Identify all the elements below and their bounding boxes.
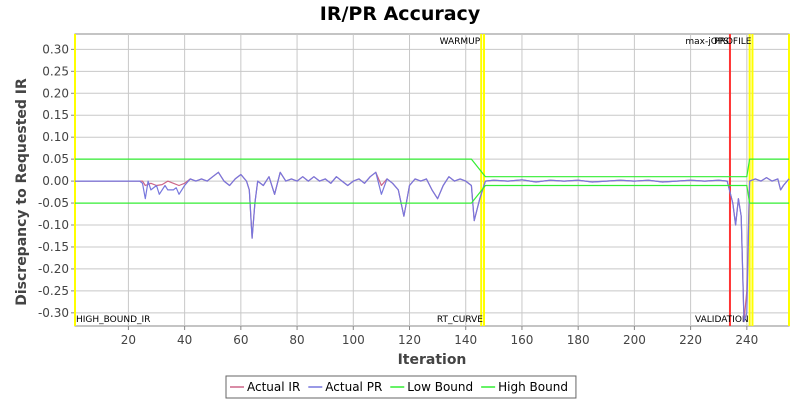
legend-label: Low Bound	[407, 380, 473, 394]
marker-label: HIGH_BOUND_IR	[76, 315, 150, 325]
series-line	[75, 171, 790, 323]
legend-label: High Bound	[498, 380, 568, 394]
x-tick-label: 80	[289, 333, 304, 347]
marker-label: WARMUP	[440, 37, 481, 47]
marker-label: VALIDATION	[695, 315, 749, 325]
x-tick-label: 180	[567, 333, 590, 347]
y-axis-ticks: 0.30 0.25 0.20 0.15 0.10 0.05 0.00 -0.05 -0.10 -0…	[38, 42, 75, 320]
x-tick-label: 140	[454, 333, 477, 347]
y-tick-label: 0.20	[42, 86, 69, 100]
y-tick-label: 0.25	[42, 64, 69, 78]
x-axis-title: Iteration	[398, 352, 467, 368]
marker-label: PROFILE	[714, 37, 752, 47]
y-tick-label: -0.05	[38, 196, 69, 210]
plot-area	[74, 33, 790, 327]
x-tick-label: 220	[679, 333, 702, 347]
markers: HIGH_BOUND_IR WARMUP RT_CURVE max-jOPS VALID…	[74, 34, 790, 326]
x-tick-label: 160	[510, 333, 533, 347]
y-tick-label: -0.25	[38, 284, 69, 298]
x-tick-label: 200	[623, 333, 646, 347]
x-tick-label: 60	[233, 333, 248, 347]
x-axis-ticks: 20 40 60 80 100 120 140 160 180 200 220 240	[121, 326, 758, 347]
y-tick-label: 0.00	[42, 174, 69, 188]
y-axis-title: Discrepancy to Requested IR	[14, 78, 30, 306]
x-tick-label: 20	[121, 333, 136, 347]
x-tick-label: 40	[177, 333, 192, 347]
series	[75, 158, 790, 323]
legend-label: Actual IR	[247, 380, 300, 394]
y-tick-label: -0.30	[38, 306, 69, 320]
y-tick-label: -0.10	[38, 218, 69, 232]
marker-label: max-jOPS	[685, 37, 729, 47]
y-tick-label: -0.15	[38, 240, 69, 254]
chart-title: IR/PR Accuracy	[320, 3, 481, 25]
y-tick-label: 0.30	[42, 42, 69, 56]
y-tick-label: 0.10	[42, 130, 69, 144]
marker-label: RT_CURVE	[437, 315, 483, 325]
series-line	[75, 184, 789, 204]
y-tick-label: 0.05	[42, 152, 69, 166]
x-tick-label: 240	[735, 333, 758, 347]
series-line	[75, 158, 789, 178]
x-tick-label: 120	[398, 333, 421, 347]
x-tick-label: 100	[342, 333, 365, 347]
legend: Actual IR Actual PR Low Bound High Bound	[225, 375, 577, 399]
y-tick-label: 0.15	[42, 108, 69, 122]
legend-label: Actual PR	[325, 380, 382, 394]
y-tick-label: -0.20	[38, 262, 69, 276]
